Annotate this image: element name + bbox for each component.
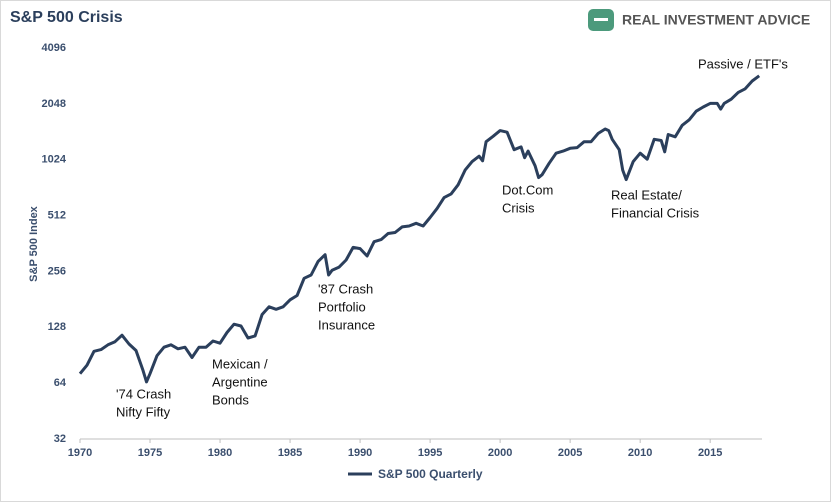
- y-tick-label: 4096: [42, 42, 66, 54]
- annotations: '74 Crash Nifty Fifty Mexican / Argentin…: [116, 56, 788, 419]
- annotation: Bonds: [212, 392, 249, 407]
- x-tick-label: 2000: [488, 447, 512, 459]
- annotation: Passive / ETF's: [698, 56, 788, 71]
- annotation: Mexican /: [212, 356, 268, 371]
- x-tick-label: 1985: [278, 447, 302, 459]
- annotation: Crisis: [502, 200, 535, 215]
- brand: REAL INVESTMENT ADVICE: [622, 12, 810, 28]
- x-tick-label: 1970: [68, 447, 92, 459]
- y-tick-label: 64: [54, 377, 67, 389]
- y-tick-label: 256: [48, 265, 66, 277]
- y-tick-label: 2048: [42, 98, 66, 110]
- legend-label: S&P 500 Quarterly: [378, 467, 483, 481]
- x-tick-label: 1975: [138, 447, 162, 459]
- y-tick-label: 512: [48, 209, 66, 221]
- x-tick-label: 1990: [348, 447, 372, 459]
- annotation: Dot.Com: [502, 182, 553, 197]
- annotation: '74 Crash: [116, 386, 171, 401]
- annotation: Insurance: [318, 317, 375, 332]
- x-tick-label: 2005: [558, 447, 582, 459]
- annotation: Financial Crisis: [611, 205, 700, 220]
- annotation: Argentine: [212, 374, 268, 389]
- y-axis-label: S&P 500 Index: [28, 205, 40, 281]
- x-tick-label: 1980: [208, 447, 232, 459]
- x-tick-label: 2010: [628, 447, 652, 459]
- y-tick-label: 32: [54, 433, 66, 445]
- y-tick-label: 1024: [42, 154, 67, 166]
- annotation: '87 Crash: [318, 281, 373, 296]
- logo: REAL INVESTMENT ADVICE: [588, 9, 810, 31]
- annotation: Portfolio: [318, 299, 366, 314]
- chart-title: S&P 500 Crisis: [10, 9, 123, 26]
- annotation: Real Estate/: [611, 187, 682, 202]
- x-tick-label: 1995: [418, 447, 442, 459]
- y-tick-label: 128: [48, 321, 66, 333]
- logo-icon-bar: [594, 18, 608, 21]
- x-tick-label: 2015: [698, 447, 722, 459]
- annotation: Nifty Fifty: [116, 404, 171, 419]
- series-line: [78, 74, 761, 384]
